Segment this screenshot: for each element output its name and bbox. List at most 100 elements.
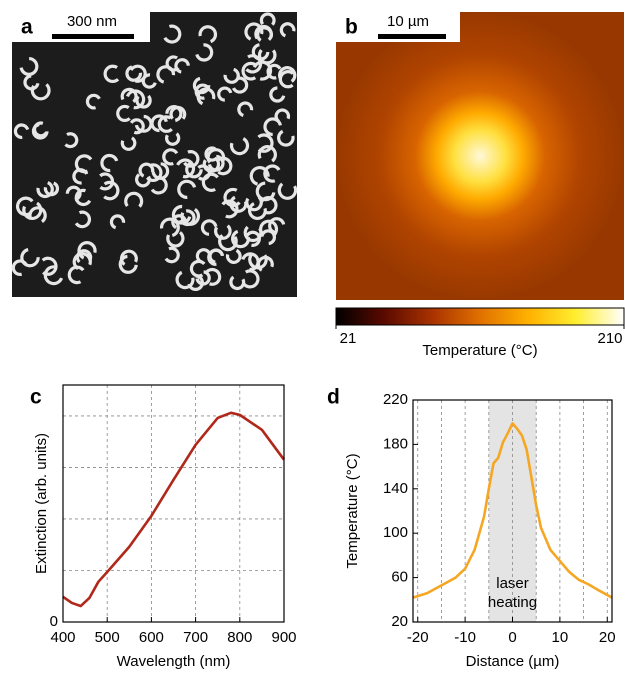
band-label: heating bbox=[488, 594, 537, 611]
nanoring bbox=[277, 129, 295, 147]
nanoring bbox=[65, 185, 82, 202]
nanoring bbox=[165, 55, 182, 72]
x-tick-label: 900 bbox=[271, 629, 296, 646]
nanoring bbox=[196, 87, 216, 107]
nanoring bbox=[257, 145, 277, 165]
nanoring bbox=[269, 86, 286, 103]
nanoring bbox=[124, 191, 144, 211]
nanoring bbox=[223, 187, 243, 208]
y-tick-label: 220 bbox=[383, 391, 408, 408]
nanoring bbox=[218, 231, 238, 252]
nanoring bbox=[174, 58, 190, 74]
nanoring bbox=[31, 122, 49, 140]
nanoring bbox=[266, 63, 283, 80]
nanoring bbox=[245, 193, 263, 212]
nanoring bbox=[118, 254, 138, 274]
nanoring bbox=[99, 180, 120, 201]
nanoring bbox=[260, 229, 277, 246]
nanoring bbox=[73, 210, 92, 229]
nanoring bbox=[100, 153, 119, 173]
x-tick-label: 800 bbox=[227, 629, 252, 646]
nanoring bbox=[223, 67, 240, 84]
nanoring bbox=[240, 252, 260, 272]
y-tick-label: 100 bbox=[383, 524, 408, 541]
nanoring bbox=[116, 104, 134, 123]
nanoring bbox=[175, 270, 195, 290]
x-tick-label: 500 bbox=[95, 629, 120, 646]
nanoring bbox=[96, 172, 115, 191]
x-tick-label: 0 bbox=[508, 629, 516, 646]
band-label: laser bbox=[496, 575, 529, 592]
nanoring bbox=[22, 199, 43, 221]
nanoring bbox=[263, 117, 283, 137]
nanoring bbox=[150, 114, 169, 133]
thermal-image bbox=[336, 12, 624, 300]
panel-label: c bbox=[30, 386, 42, 409]
nanoring bbox=[166, 229, 185, 248]
nanoring bbox=[237, 101, 254, 118]
nanoring bbox=[194, 43, 214, 62]
nanoring bbox=[11, 259, 29, 277]
nanoring bbox=[171, 204, 192, 225]
x-tick-label: -20 bbox=[407, 629, 429, 646]
y-tick-label: 0 bbox=[50, 613, 58, 630]
y-axis-label: Extinction (arb. units) bbox=[33, 433, 50, 574]
nanoring bbox=[240, 269, 260, 289]
nanoring bbox=[74, 154, 94, 174]
sem-image bbox=[12, 12, 297, 297]
x-tick-label: 700 bbox=[183, 629, 208, 646]
nanoring bbox=[206, 148, 226, 167]
x-tick-label: -10 bbox=[454, 629, 476, 646]
scalebar-label: 10 µm bbox=[387, 13, 429, 30]
panel-label: d bbox=[327, 386, 340, 409]
nanoring bbox=[202, 155, 221, 173]
nanoring bbox=[189, 259, 208, 278]
colorbar-label: Temperature (°C) bbox=[422, 342, 537, 359]
colorbar bbox=[335, 307, 625, 326]
nanoring bbox=[149, 175, 168, 195]
nanoring bbox=[163, 246, 180, 264]
nanoring bbox=[195, 248, 212, 264]
nanoring bbox=[162, 148, 180, 166]
nanoring bbox=[278, 70, 298, 89]
nanoring bbox=[175, 158, 196, 179]
nanoring bbox=[38, 256, 58, 276]
nanoring bbox=[229, 194, 248, 213]
y-tick-label: 20 bbox=[391, 613, 408, 630]
nanoring bbox=[198, 25, 218, 44]
nanoring bbox=[43, 265, 64, 286]
nanoring bbox=[77, 241, 97, 261]
nanoring bbox=[62, 132, 79, 149]
nanoring bbox=[243, 223, 263, 243]
nanoring bbox=[200, 219, 218, 236]
colorbar-tick-label: 21 bbox=[340, 330, 357, 347]
y-tick-label: 180 bbox=[383, 435, 408, 452]
nanoring bbox=[20, 247, 40, 268]
nanoring bbox=[125, 65, 143, 82]
data-line bbox=[62, 411, 286, 608]
panel-label: b bbox=[345, 16, 358, 39]
x-axis-label: Distance (µm) bbox=[466, 653, 560, 670]
nanoring bbox=[229, 274, 246, 291]
nanoring bbox=[125, 89, 146, 110]
nanoring bbox=[157, 115, 176, 133]
scalebar bbox=[52, 34, 134, 39]
nanoring bbox=[164, 130, 181, 146]
nanoring bbox=[213, 222, 232, 240]
nanoring bbox=[229, 136, 250, 156]
nanoring bbox=[120, 87, 138, 105]
nanoring bbox=[135, 92, 152, 109]
nanoring bbox=[85, 93, 102, 110]
data-line bbox=[412, 422, 613, 599]
x-axis-label: Wavelength (nm) bbox=[117, 653, 231, 670]
nanoring bbox=[254, 133, 274, 153]
nanoring bbox=[109, 214, 126, 230]
nanoring bbox=[36, 180, 54, 199]
nanoring bbox=[192, 76, 211, 95]
nanoring bbox=[162, 24, 182, 44]
nanoring bbox=[177, 179, 197, 199]
nanoring bbox=[263, 164, 282, 183]
nanoring bbox=[244, 22, 264, 42]
plot-frame bbox=[62, 384, 285, 623]
